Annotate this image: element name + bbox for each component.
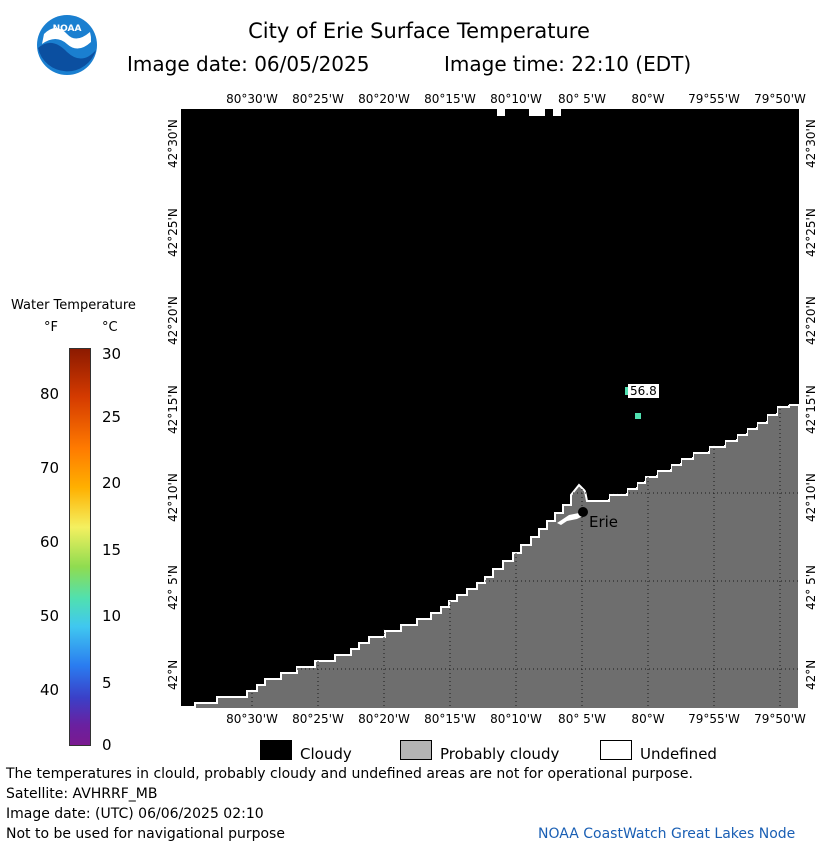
lon-label: 80°30'W: [226, 92, 278, 106]
c-tick-label: 25: [102, 408, 122, 426]
lat-label: 42° 5'N: [804, 565, 818, 610]
credit-link[interactable]: NOAA CoastWatch Great Lakes Node: [538, 826, 796, 842]
water-pixel: [635, 413, 641, 419]
lon-label: 79°50'W: [754, 92, 806, 106]
c-tick-label: 15: [102, 541, 122, 559]
probably-cloudy-swatch: [400, 740, 432, 760]
noaa-logo: NOAA: [36, 14, 98, 76]
lon-label: 80°15'W: [424, 712, 476, 726]
image-time: Image time: 22:10 (EDT): [444, 52, 692, 76]
legend-probably-cloudy-label: Probably cloudy: [440, 745, 560, 763]
presque-isle: [557, 513, 585, 525]
unit-fahrenheit: °F: [44, 320, 58, 335]
city-label-erie: Erie: [589, 513, 619, 531]
satellite-text: Satellite: AVHRRF_MB: [6, 786, 158, 802]
lat-label: 42°20'N: [804, 296, 818, 345]
lon-label: 80°15'W: [424, 92, 476, 106]
lat-label: 42°15'N: [166, 385, 180, 434]
lon-label: 80° 5'W: [558, 712, 606, 726]
disclaimer-text: The temperatures in clould, probably clo…: [6, 766, 693, 782]
lon-label: 80°10'W: [490, 92, 542, 106]
lon-label: 80°10'W: [490, 712, 542, 726]
f-tick-label: 70: [40, 459, 60, 477]
undefined-swatch: [600, 740, 632, 760]
c-tick-label: 5: [102, 674, 112, 692]
f-tick-label: 60: [40, 533, 60, 551]
noaa-logo-icon: [37, 15, 97, 75]
legend-undefined-label: Undefined: [640, 745, 717, 763]
lat-label: 42°10'N: [166, 473, 180, 522]
lat-label: 42°30'N: [166, 119, 180, 168]
f-tick-label: 80: [40, 385, 60, 403]
lon-label: 80°30'W: [226, 712, 278, 726]
f-tick-label: 50: [40, 607, 60, 625]
water-pixel: [625, 387, 629, 395]
c-tick-label: 20: [102, 474, 122, 492]
cloudy-swatch: [260, 740, 292, 760]
unit-celsius: °C: [102, 320, 118, 335]
colorbar-title: Water Temperature: [11, 298, 136, 313]
c-tick-label: 10: [102, 607, 122, 625]
lat-label: 42°30'N: [804, 119, 818, 168]
lon-label: 79°55'W: [688, 92, 740, 106]
lat-label: 42°N: [166, 659, 180, 690]
legend-cloudy-label: Cloudy: [300, 745, 352, 763]
lon-label: 80°W: [631, 712, 665, 726]
lat-label: 42°25'N: [804, 208, 818, 257]
undefined-area: [553, 109, 561, 116]
lon-label: 79°55'W: [688, 712, 740, 726]
image-date: Image date: 06/05/2025: [127, 52, 370, 76]
lat-label: 42°10'N: [804, 473, 818, 522]
lat-label: 42°N: [804, 659, 818, 690]
lon-label: 80°W: [631, 92, 665, 106]
color-scale-bar: [69, 348, 91, 746]
lat-label: 42°15'N: [804, 385, 818, 434]
undefined-area: [497, 109, 505, 116]
navigation-warning: Not to be used for navigational purpose: [6, 826, 285, 842]
lon-label: 80°25'W: [292, 712, 344, 726]
lon-label: 80°20'W: [358, 92, 410, 106]
noaa-logo-text: NOAA: [52, 24, 82, 34]
lat-label: 42°25'N: [166, 208, 180, 257]
lat-label: 42°20'N: [166, 296, 180, 345]
lon-label: 80°25'W: [292, 92, 344, 106]
c-tick-label: 0: [102, 736, 112, 754]
lon-label: 80°20'W: [358, 712, 410, 726]
lat-label: 42° 5'N: [166, 565, 180, 610]
lon-label: 80° 5'W: [558, 92, 606, 106]
cloud-overlay: [181, 109, 799, 705]
map-canvas[interactable]: [181, 109, 799, 709]
f-tick-label: 40: [40, 681, 60, 699]
temp-label: 56.8: [628, 384, 659, 398]
erie-city-marker[interactable]: [578, 507, 588, 517]
page-title: City of Erie Surface Temperature: [248, 19, 590, 43]
undefined-area: [529, 109, 545, 116]
lon-label: 79°50'W: [754, 712, 806, 726]
utc-date-text: Image date: (UTC) 06/06/2025 02:10: [6, 806, 264, 822]
c-tick-label: 30: [102, 345, 122, 363]
